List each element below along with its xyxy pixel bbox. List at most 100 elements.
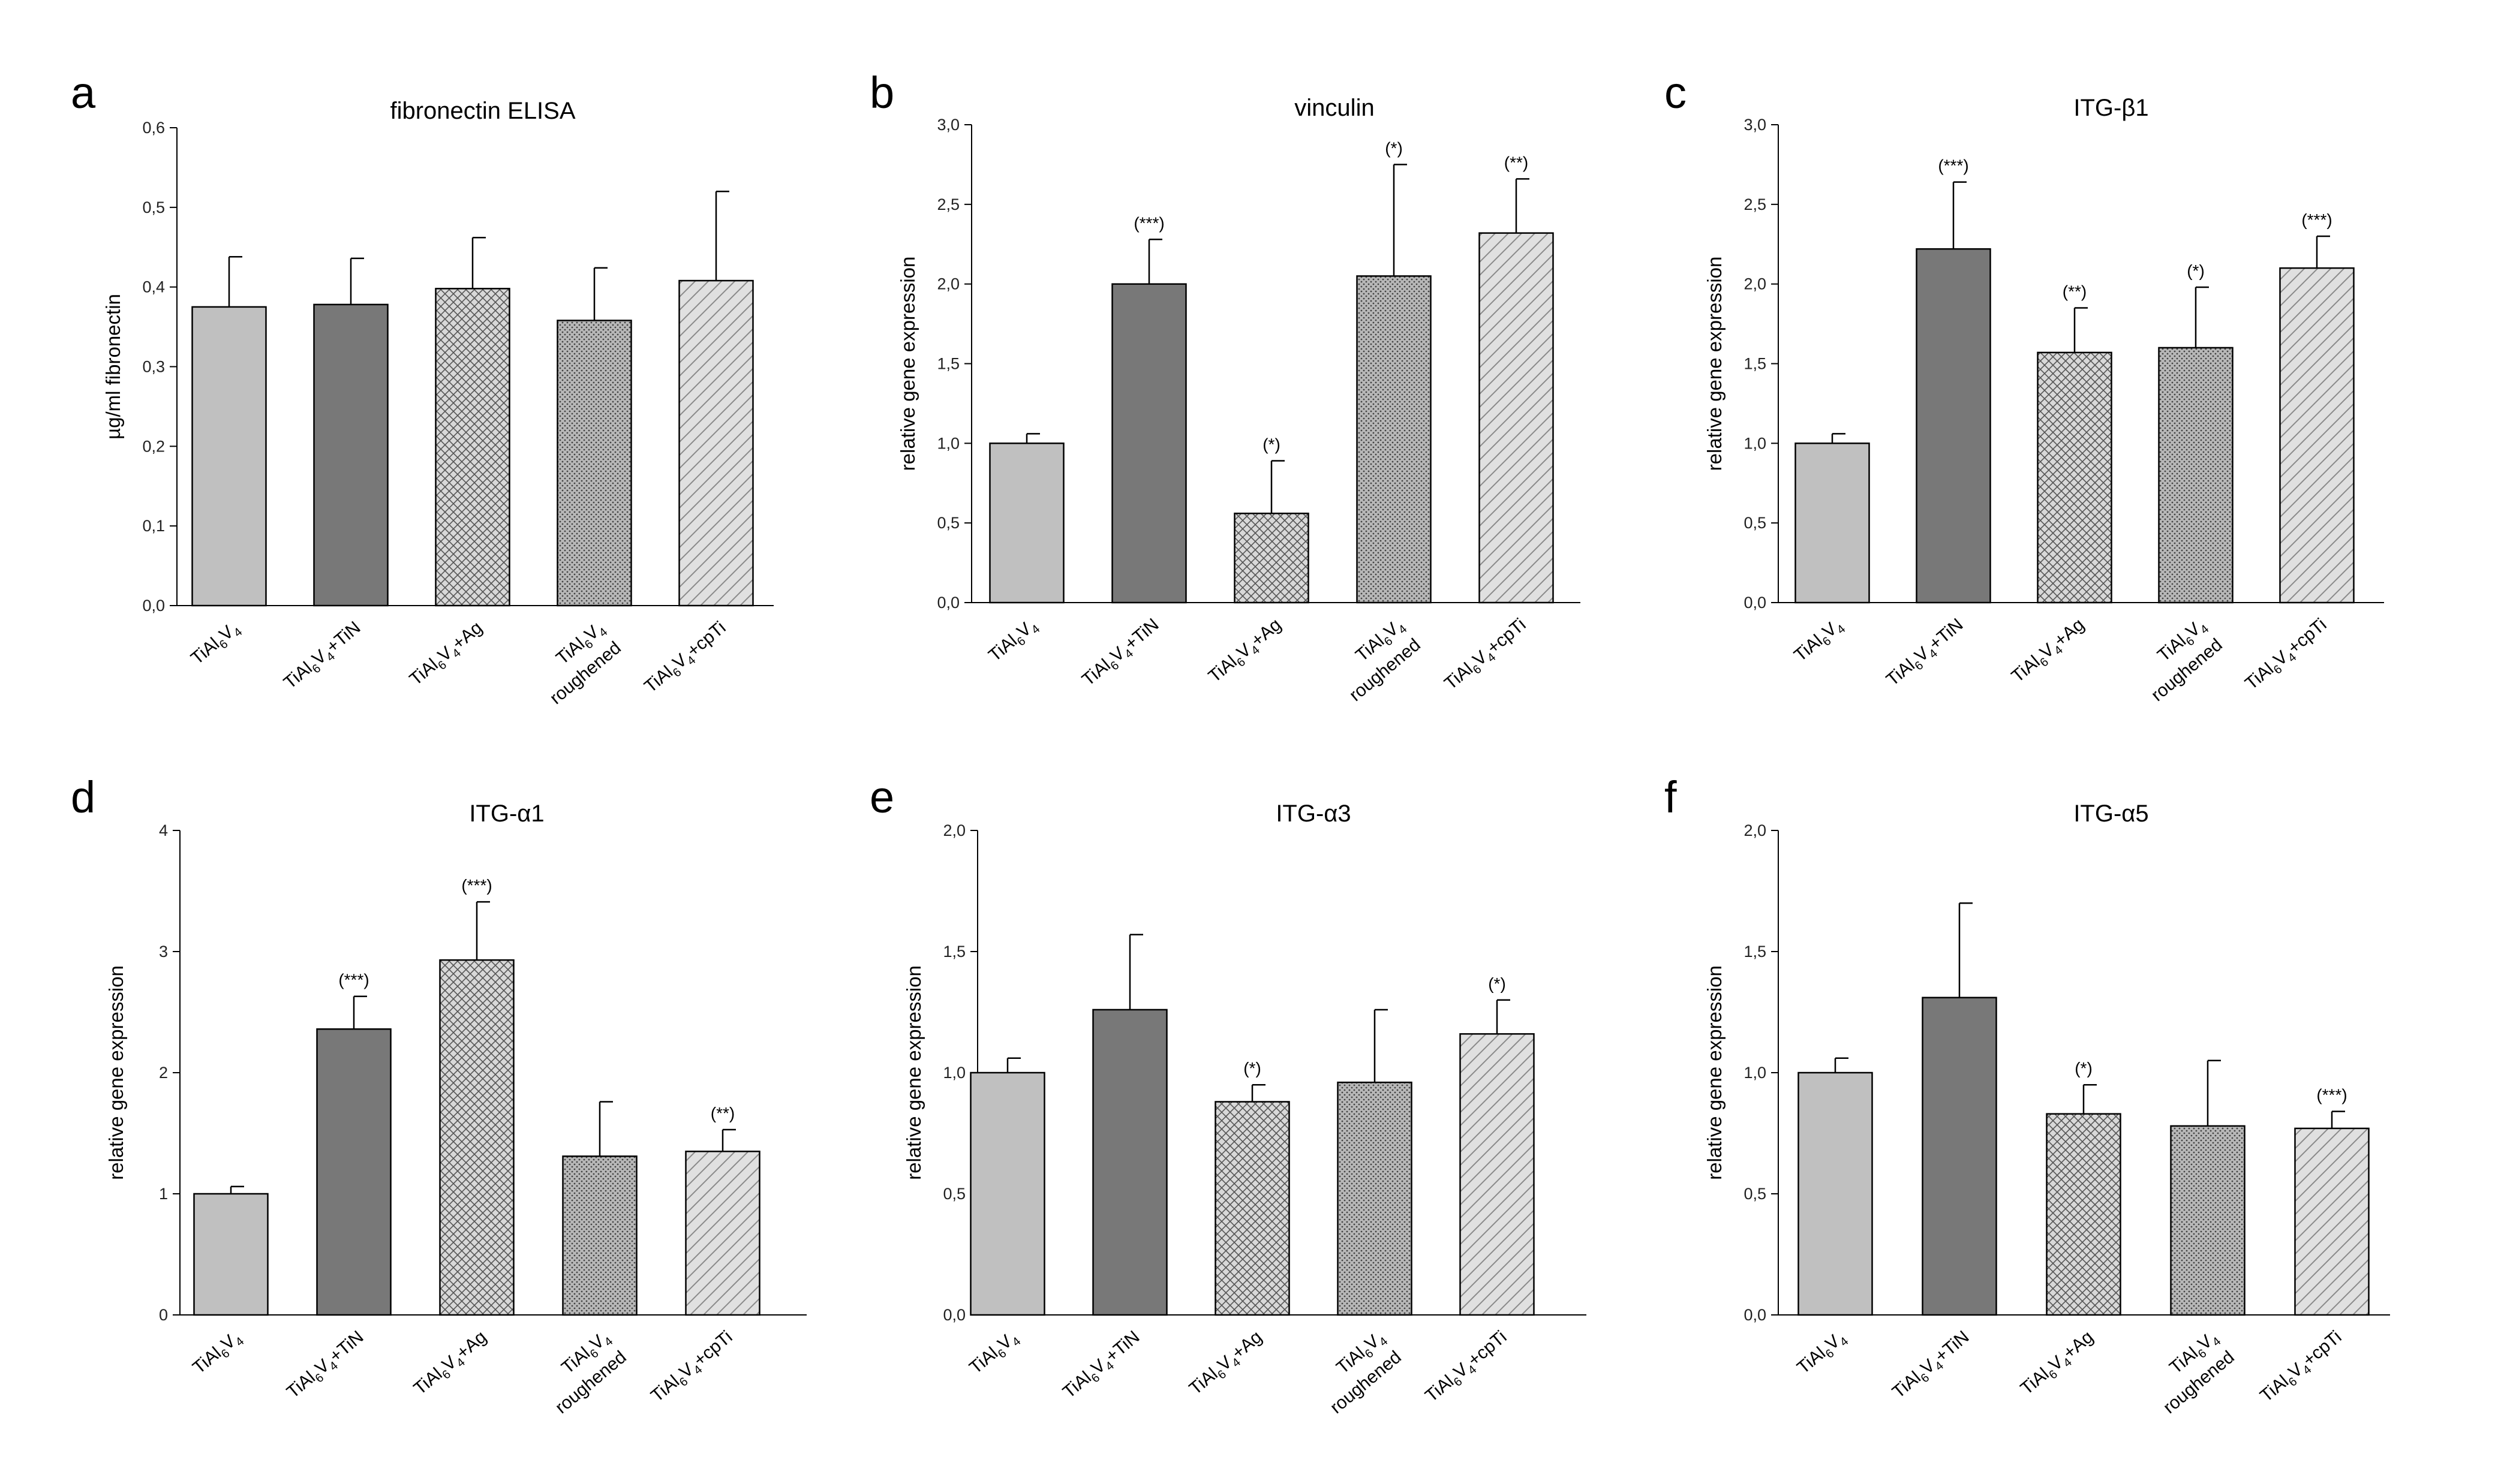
y-tick-label: 0,5 <box>943 1185 966 1203</box>
significance-label: (*) <box>1488 974 1506 993</box>
category-label: TiAl6V4 <box>1790 615 1848 669</box>
bar <box>685 1151 760 1316</box>
category-label: TiAl6V4+Ag <box>406 618 489 692</box>
y-tick-label: 1,0 <box>1744 1064 1766 1082</box>
bar <box>1356 275 1432 604</box>
y-tick-label: 0,0 <box>937 594 960 612</box>
category-label: TiAl6V4+TiN <box>1078 615 1165 693</box>
category-label: TiAl6V4+cpTi <box>1441 615 1532 697</box>
bar <box>678 279 754 607</box>
category-label: TiAl6V4+TiN <box>283 1327 369 1405</box>
bar <box>1111 283 1187 604</box>
bar <box>989 443 1065 604</box>
y-tick-label: 2,0 <box>1744 821 1766 839</box>
bar <box>191 306 267 607</box>
y-tick-label: 3,0 <box>1744 116 1766 134</box>
significance-label: (*) <box>2075 1059 2093 1077</box>
chart-title: vinculin <box>1294 95 1374 121</box>
category-label: TiAl6V4roughened <box>534 1327 630 1417</box>
bar <box>1092 1009 1168 1316</box>
y-tick-label: 2,5 <box>937 195 960 213</box>
y-axis-label: relative gene expression <box>1703 257 1726 471</box>
category-label: TiAl6V4roughened <box>2130 615 2226 705</box>
category-label: TiAl6V4+cpTi <box>2241 615 2332 697</box>
category-label: TiAl6V4roughened <box>1309 1327 1405 1417</box>
y-tick-label: 2,5 <box>1744 195 1766 213</box>
y-tick-label: 0,0 <box>1744 594 1766 612</box>
category-label: TiAl6V4+cpTi <box>1421 1327 1513 1409</box>
y-tick-label: 4 <box>159 821 168 839</box>
y-tick-label: 2,0 <box>937 275 960 293</box>
bar <box>2158 347 2234 604</box>
significance-label: (**) <box>2063 282 2087 301</box>
y-tick-label: 0 <box>159 1306 168 1324</box>
y-tick-label: 1,5 <box>1744 355 1766 373</box>
significance-label: (*) <box>1385 139 1403 157</box>
y-tick-label: 1,5 <box>943 943 966 961</box>
panel-letter: a <box>71 68 96 118</box>
y-tick-label: 2 <box>159 1064 168 1082</box>
significance-label: (***) <box>338 971 369 989</box>
category-label: TiAl6V4roughened <box>1328 615 1424 705</box>
significance-label: (**) <box>711 1104 735 1122</box>
bar <box>2170 1125 2246 1316</box>
bar <box>435 288 510 607</box>
y-axis-label: relative gene expression <box>903 965 925 1180</box>
category-label: TiAl6V4+TiN <box>1889 1327 1975 1405</box>
category-label: TiAl6V4+Ag <box>410 1327 493 1401</box>
category-label: TiAl6V4 <box>966 1327 1023 1381</box>
bar <box>557 320 632 607</box>
chart-title: fibronectin ELISA <box>390 98 575 124</box>
panel-letter: b <box>870 68 894 118</box>
category-label: TiAl6V4+cpTi <box>647 1327 738 1409</box>
y-tick-label: 0,0 <box>943 1306 966 1324</box>
category-label: TiAl6V4+cpTi <box>2256 1327 2347 1409</box>
bar <box>1916 248 1991 604</box>
y-axis-label: µg/ml fibronectin <box>102 294 124 440</box>
chart-title: ITG-α1 <box>469 800 544 827</box>
category-label: TiAl6V4+Ag <box>2008 615 2091 689</box>
bar <box>2037 351 2112 604</box>
panel-letter: d <box>71 772 95 822</box>
significance-label: (***) <box>1938 156 1968 175</box>
y-tick-label: 3 <box>159 943 168 961</box>
bar <box>193 1193 269 1316</box>
category-label: TiAl6V4 <box>1793 1327 1851 1381</box>
bar <box>970 1071 1045 1316</box>
significance-label: (**) <box>1504 153 1528 171</box>
bar <box>2046 1113 2121 1316</box>
category-label: TiAl6V4roughened <box>2142 1327 2238 1417</box>
y-tick-label: 0,0 <box>142 597 165 615</box>
significance-label: (***) <box>2301 210 2332 229</box>
y-tick-label: 0,5 <box>937 514 960 532</box>
category-label: TiAl6V4+cpTi <box>641 618 732 700</box>
category-label: TiAl6V4+Ag <box>1186 1327 1268 1401</box>
bar <box>562 1155 638 1316</box>
chart-panel-e: e ITG-α3 relative gene expression 0,0 0,5 1,0… <box>870 772 1586 1417</box>
category-label: TiAl6V4 <box>985 615 1042 669</box>
chart-panel-c: c ITG-β1 relative gene expression 0,0 0,5 1,0… <box>1664 68 2384 705</box>
y-tick-label: 1,0 <box>1744 434 1766 452</box>
y-axis-label: relative gene expression <box>105 965 127 1180</box>
significance-label: (*) <box>1243 1059 1261 1077</box>
panel-letter: e <box>870 772 894 822</box>
panel-letter: c <box>1664 68 1687 118</box>
category-label: TiAl6V4+Ag <box>1205 615 1288 689</box>
category-label: TiAl6V4+TiN <box>280 618 366 696</box>
bar <box>1478 232 1554 604</box>
significance-label: (***) <box>1134 213 1164 232</box>
y-tick-label: 1,0 <box>937 434 960 452</box>
significance-label: (***) <box>461 876 492 895</box>
y-tick-label: 1 <box>159 1185 168 1203</box>
bar <box>1215 1101 1290 1316</box>
bar <box>439 959 515 1316</box>
y-tick-label: 1,5 <box>937 355 960 373</box>
y-tick-label: 0,2 <box>142 437 165 455</box>
bar <box>1234 512 1309 604</box>
significance-label: (*) <box>1262 435 1280 454</box>
y-tick-label: 3,0 <box>937 116 960 134</box>
y-tick-label: 0,5 <box>142 198 165 216</box>
category-label: TiAl6V4 <box>187 618 245 672</box>
chart-panel-b: b vinculin relative gene expression 0,0 0,5 1… <box>870 68 1580 705</box>
y-tick-label: 2,0 <box>1744 275 1766 293</box>
